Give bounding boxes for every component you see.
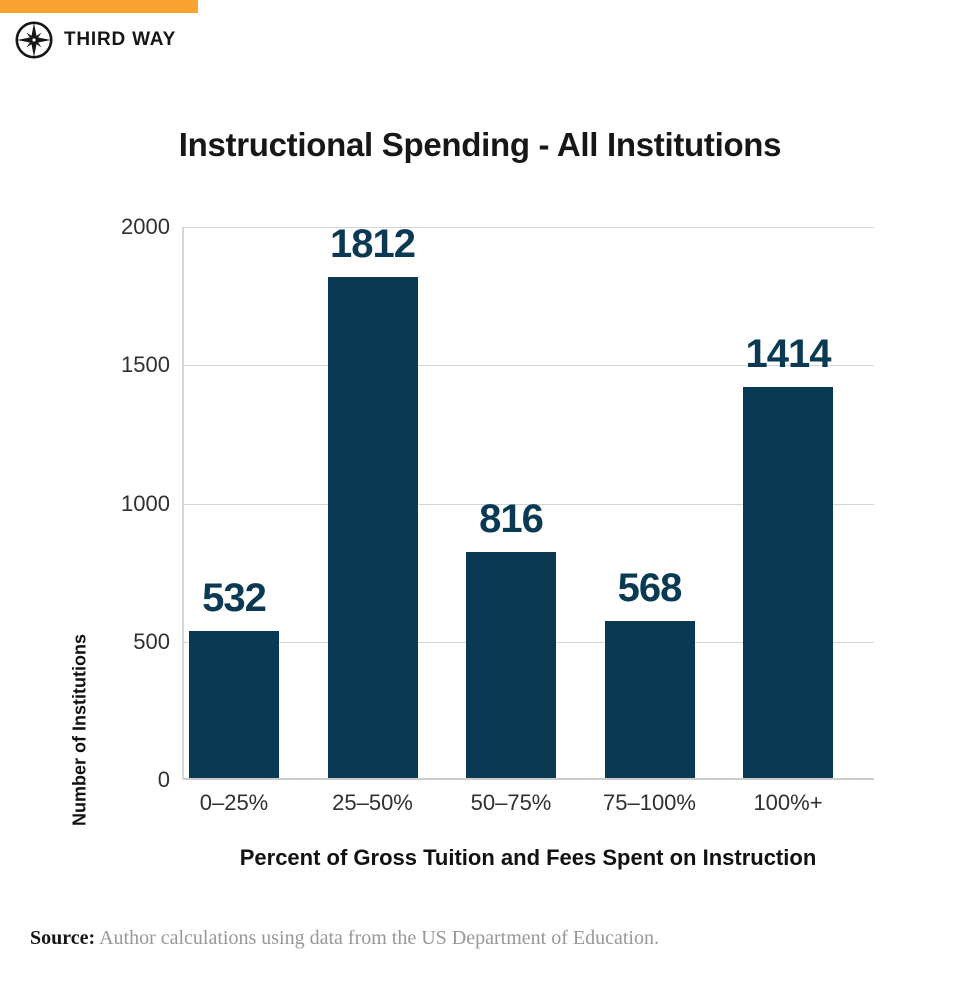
source-text: Author calculations using data from the … — [95, 927, 659, 949]
x-category-label: 50–75% — [470, 790, 552, 815]
bar-value-label: 816 — [479, 497, 544, 542]
x-axis-line — [184, 778, 874, 780]
y-tick-label-0: 0 — [157, 767, 170, 792]
bar-25–50% — [327, 276, 418, 778]
bar-chart: Number of Institutions 532 0–25% 1812 25–50… — [0, 214, 960, 826]
x-category-label: 100%+ — [753, 790, 823, 815]
third-way-logo: THIRD WAY — [14, 20, 176, 60]
x-category-label: 75–100% — [603, 790, 696, 815]
bar-value-label: 1414 — [745, 332, 832, 377]
bar-50–75% — [466, 552, 556, 778]
y-tick-label-500: 500 — [133, 628, 170, 654]
x-axis-title: Percent of Gross Tuition and Fees Spent … — [239, 845, 817, 870]
logo-wordmark: THIRD WAY — [64, 29, 177, 50]
bar-100%+ — [743, 387, 833, 778]
source-label: Source: — [30, 927, 96, 949]
y-tick-label-1000: 1000 — [121, 490, 170, 516]
y-tick-label-1500: 1500 — [121, 352, 170, 378]
y-axis-title: Number of Institutions — [69, 634, 90, 826]
gridline-2000 — [184, 227, 874, 228]
gridline-1000 — [184, 503, 874, 505]
source-note: Source: Author calculations using data f… — [30, 927, 659, 950]
x-category-label: 25–50% — [332, 790, 413, 815]
bar-value-label: 568 — [617, 565, 683, 610]
y-tick-label-2000: 2000 — [121, 214, 170, 239]
bar-value-label: 532 — [202, 575, 267, 620]
bar-value-label: 1812 — [330, 221, 416, 266]
brand-accent-bar — [0, 0, 198, 13]
gridline-1500 — [184, 365, 874, 367]
plot-area: 532 0–25% 1812 25–50% 816 50–75% 568 75–100% 141… — [182, 222, 874, 815]
bar-75–100% — [604, 620, 695, 778]
chart-title: Instructional Spending - All Institution… — [178, 126, 782, 164]
x-category-label: 0–25% — [199, 790, 269, 815]
bar-0–25% — [189, 630, 279, 778]
compass-icon — [14, 20, 54, 60]
